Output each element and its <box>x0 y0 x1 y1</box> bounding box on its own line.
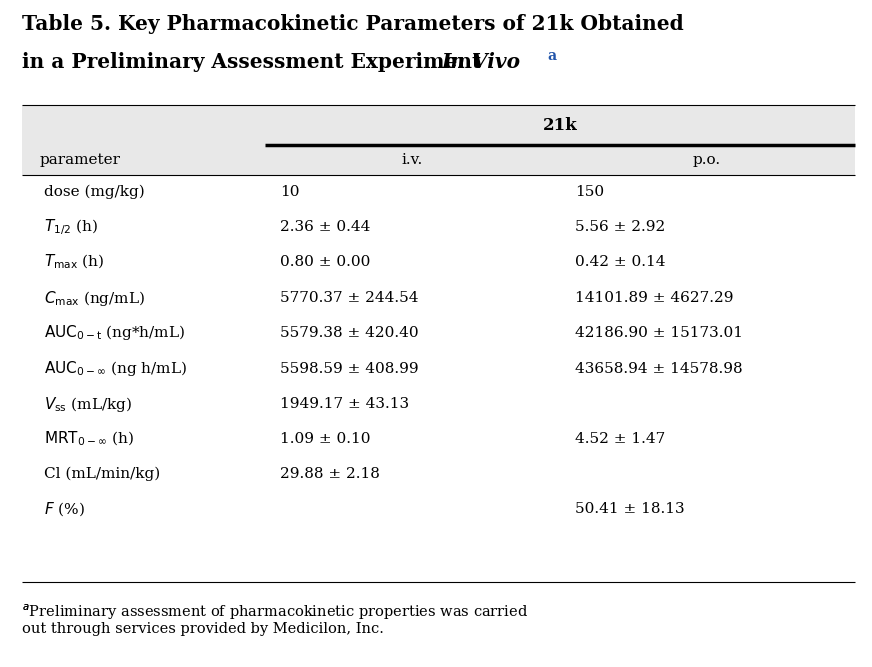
Text: a: a <box>547 49 556 63</box>
Text: p.o.: p.o. <box>693 153 721 167</box>
Text: 5598.59 ± 408.99: 5598.59 ± 408.99 <box>280 362 419 376</box>
Text: 50.41 ± 18.13: 50.41 ± 18.13 <box>575 502 685 516</box>
Text: $^a$: $^a$ <box>22 602 30 616</box>
Text: 5770.37 ± 244.54: 5770.37 ± 244.54 <box>280 291 419 305</box>
Bar <box>22 175 855 582</box>
Text: 21k: 21k <box>542 117 577 133</box>
Text: 150: 150 <box>575 185 604 199</box>
Text: in a Preliminary Assessment Experiment: in a Preliminary Assessment Experiment <box>22 52 488 72</box>
Text: 4.52 ± 1.47: 4.52 ± 1.47 <box>575 432 665 446</box>
Text: 29.88 ± 2.18: 29.88 ± 2.18 <box>280 467 380 481</box>
Text: 1.09 ± 0.10: 1.09 ± 0.10 <box>280 432 371 446</box>
Text: $F$ (%): $F$ (%) <box>44 500 85 518</box>
Text: ${\rm AUC}_{0\rm -t}$ (ng*h/mL): ${\rm AUC}_{0\rm -t}$ (ng*h/mL) <box>44 323 185 342</box>
Text: 42186.90 ± 15173.01: 42186.90 ± 15173.01 <box>575 326 743 340</box>
Text: out through services provided by Medicilon, Inc.: out through services provided by Medicil… <box>22 622 384 636</box>
Text: 5.56 ± 2.92: 5.56 ± 2.92 <box>575 220 665 234</box>
Text: 43658.94 ± 14578.98: 43658.94 ± 14578.98 <box>575 362 743 376</box>
Bar <box>22 105 855 175</box>
Text: Cl (mL/min/kg): Cl (mL/min/kg) <box>44 467 160 481</box>
Text: $T_{1/2}$ (h): $T_{1/2}$ (h) <box>44 217 98 237</box>
Text: In Vivo: In Vivo <box>441 52 520 72</box>
Text: parameter: parameter <box>40 153 121 167</box>
Text: 0.42 ± 0.14: 0.42 ± 0.14 <box>575 255 665 269</box>
Text: $T_{\rm max}$ (h): $T_{\rm max}$ (h) <box>44 253 105 271</box>
Text: dose (mg/kg): dose (mg/kg) <box>44 185 145 199</box>
Text: 10: 10 <box>280 185 299 199</box>
Text: Table 5. Key Pharmacokinetic Parameters of 21k Obtained: Table 5. Key Pharmacokinetic Parameters … <box>22 14 684 34</box>
Text: 14101.89 ± 4627.29: 14101.89 ± 4627.29 <box>575 291 733 305</box>
Text: ${\rm MRT}_{0\rm -\infty}$ (h): ${\rm MRT}_{0\rm -\infty}$ (h) <box>44 430 133 448</box>
Text: $V_{\rm ss}$ (mL/kg): $V_{\rm ss}$ (mL/kg) <box>44 394 133 414</box>
Text: $C_{\rm max}$ (ng/mL): $C_{\rm max}$ (ng/mL) <box>44 289 146 307</box>
Text: 1949.17 ± 43.13: 1949.17 ± 43.13 <box>280 397 409 411</box>
Text: ${\rm AUC}_{0\rm -\infty}$ (ng h/mL): ${\rm AUC}_{0\rm -\infty}$ (ng h/mL) <box>44 360 187 378</box>
Text: i.v.: i.v. <box>401 153 423 167</box>
Text: $^a$Preliminary assessment of pharmacokinetic properties was carried: $^a$Preliminary assessment of pharmacoki… <box>22 602 528 622</box>
Text: 0.80 ± 0.00: 0.80 ± 0.00 <box>280 255 371 269</box>
Text: 5579.38 ± 420.40: 5579.38 ± 420.40 <box>280 326 419 340</box>
Text: 2.36 ± 0.44: 2.36 ± 0.44 <box>280 220 371 234</box>
